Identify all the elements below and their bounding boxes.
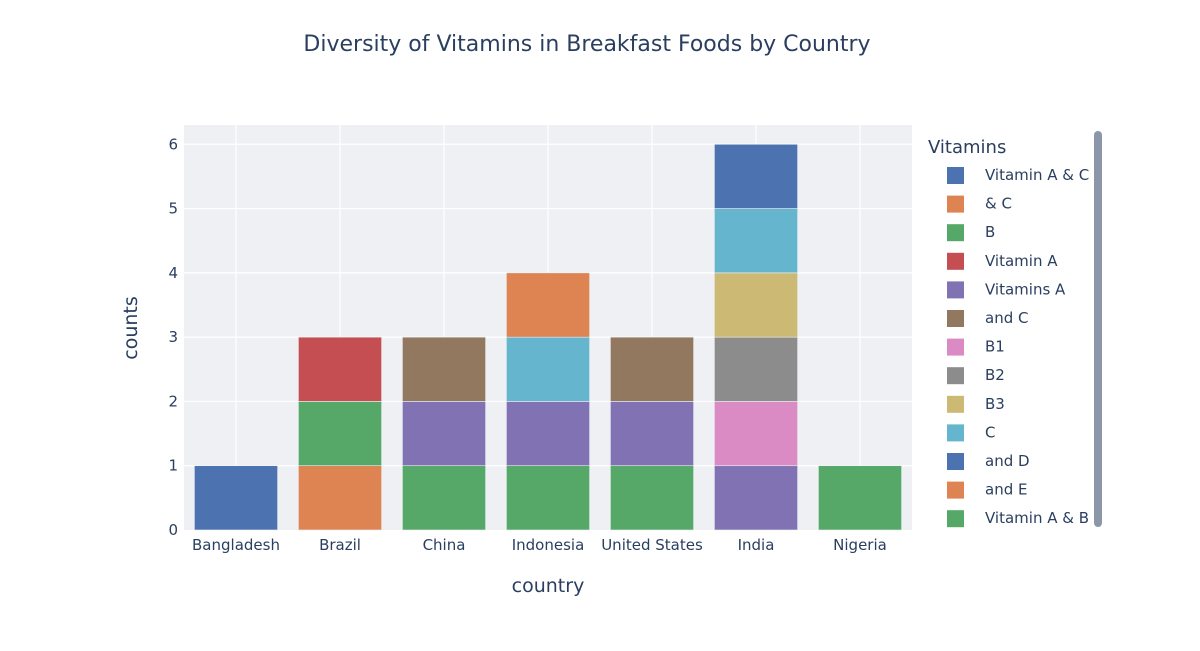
legend-scrollbar[interactable] [1094,131,1102,527]
bar-segment [714,401,798,467]
legend-swatch [947,281,964,299]
bars [194,143,902,531]
legend-swatch [947,167,964,184]
bar-segment [610,401,694,467]
legend-item[interactable]: and D [947,452,1030,470]
bar-segment [402,401,486,467]
y-axis-title: counts [120,296,142,360]
bar-segment [610,336,694,402]
bar-segment [714,208,798,274]
y-axis: 0 1 2 3 4 5 6 [168,135,178,539]
legend-swatch [947,424,964,442]
legend-item[interactable]: B1 [947,338,1005,356]
bar-segment [402,465,486,531]
bar-segment [506,465,590,531]
x-tick-label: United States [601,536,703,554]
bar-segment [298,465,382,531]
legend-swatch [947,453,964,470]
legend-title: Vitamins [928,137,1006,158]
legend-label: & C [985,195,1012,213]
legend-swatch [947,224,964,242]
legend-item[interactable]: and C [947,309,1028,327]
bar-segment [714,336,798,402]
legend-label: Vitamin A & B [985,509,1089,527]
bar-segment [714,465,798,531]
bar-segment [610,465,694,531]
x-tick-label: Indonesia [512,536,585,554]
legend-item[interactable]: Vitamin A & C [947,166,1089,184]
legend-item[interactable]: & C [947,195,1012,213]
legend-swatch [947,338,964,356]
y-tick-label: 3 [168,328,178,346]
bar-segment [714,272,798,338]
x-tick-label: Bangladesh [192,536,280,554]
legend-label: Vitamin A [985,252,1058,270]
x-axis-title: country [512,575,585,597]
legend-item[interactable]: B [947,223,995,242]
legend-label: Vitamins A [985,280,1066,298]
y-tick-label: 5 [168,200,178,218]
bar-segment [298,401,382,467]
legend-item[interactable]: B2 [947,366,1005,385]
legend-label: and C [985,309,1028,327]
bar-segment [818,465,902,531]
legend-item[interactable]: Vitamins A [947,280,1066,299]
legend-label: B [985,223,995,241]
legend-swatch [947,481,964,499]
legend-item[interactable]: B3 [947,395,1005,413]
legend-label: B3 [985,395,1005,413]
legend-item[interactable]: C [947,423,995,442]
legend-swatch [947,195,964,213]
legend-label: Vitamin A & C [985,166,1089,184]
legend-swatch [947,252,964,270]
legend-swatch [947,367,964,385]
legend-item[interactable]: and E [947,481,1027,499]
y-tick-label: 1 [168,457,178,475]
x-tick-label: India [738,536,775,554]
y-tick-label: 6 [168,135,178,153]
legend-swatch [947,395,964,413]
legend-label: and E [985,481,1027,499]
legend: Vitamins Vitamin A & C & C B Vitamin A Vitam… [928,131,1102,528]
legend-swatch [947,510,964,528]
x-axis: Bangladesh Brazil China Indonesia United Sta… [192,536,887,554]
x-tick-label: China [423,536,466,554]
bar-segment [298,336,382,402]
bar-segment [194,465,278,531]
legend-item[interactable]: Vitamin A & B [947,509,1089,528]
chart-title: Diversity of Vitamins in Breakfast Foods… [303,32,870,57]
bar-segment [506,336,590,402]
bar-segment [402,336,486,402]
legend-label: B1 [985,338,1005,356]
legend-label: B2 [985,366,1005,384]
x-tick-label: Nigeria [833,536,887,554]
x-tick-label: Brazil [319,536,361,554]
bar-segment [714,143,798,209]
y-tick-label: 4 [168,264,178,282]
legend-label: C [985,423,995,441]
legend-swatch [947,310,964,327]
y-tick-label: 0 [168,521,178,539]
y-tick-label: 2 [168,392,178,410]
legend-item[interactable]: Vitamin A [947,252,1058,270]
legend-label: and D [985,452,1030,470]
bar-segment [506,401,590,467]
bar-segment [506,272,590,338]
